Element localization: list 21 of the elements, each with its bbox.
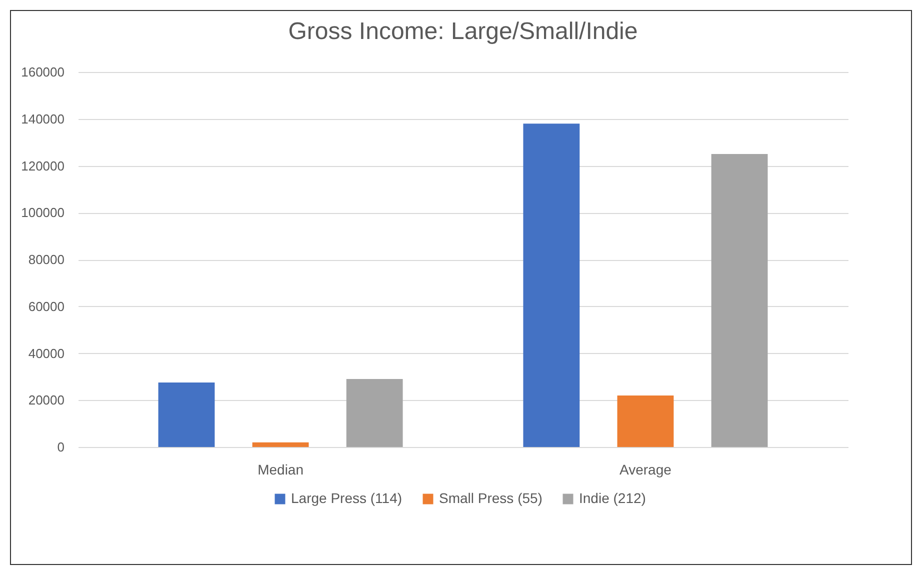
bar	[346, 379, 403, 447]
bar	[158, 382, 215, 447]
legend-label: Indie (212)	[579, 490, 646, 506]
x-tick-label: Average	[620, 462, 672, 478]
y-tick-label: 0	[57, 440, 64, 454]
y-tick-label: 60000	[28, 298, 64, 314]
y-tick-label: 80000	[28, 252, 64, 267]
bar	[252, 442, 309, 447]
bar	[711, 154, 768, 447]
bar	[523, 124, 580, 447]
chart-title: Gross Income: Large/Small/Indie	[288, 18, 638, 45]
y-tick-label: 140000	[21, 111, 64, 126]
y-tick-label: 120000	[21, 158, 64, 174]
legend-label: Small Press (55)	[439, 490, 542, 506]
legend-label: Large Press (114)	[291, 490, 402, 506]
y-tick-label: 20000	[28, 392, 64, 408]
x-tick-label: Median	[258, 462, 304, 478]
bar	[617, 395, 674, 447]
y-tick-label: 100000	[21, 205, 64, 220]
y-tick-label: 40000	[28, 346, 64, 361]
y-tick-label: 160000	[21, 64, 64, 80]
